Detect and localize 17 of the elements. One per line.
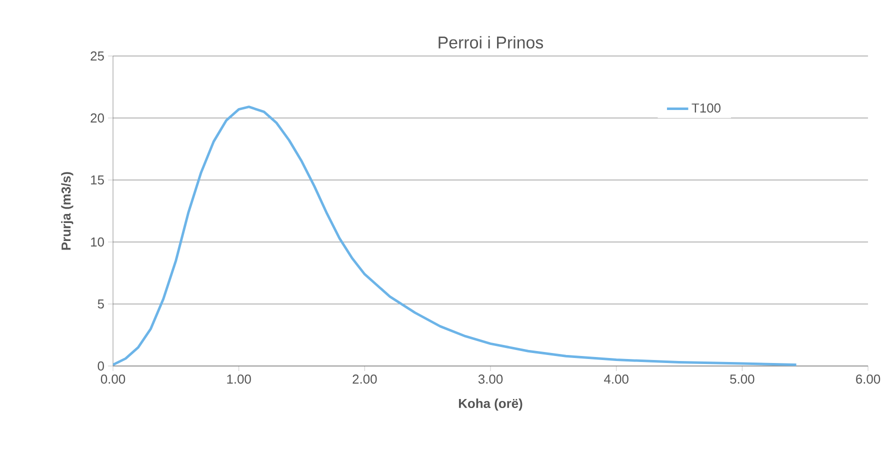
x-tick-label: 5.00 (730, 374, 754, 384)
y-tick-label: 20 (90, 113, 104, 123)
x-tick-label: 1.00 (227, 374, 251, 384)
x-tick-label: 0.00 (100, 374, 126, 384)
y-tick-label: 15 (91, 175, 104, 185)
x-tick-label: 2.00 (352, 374, 377, 384)
y-tick-label: 10 (91, 237, 104, 247)
chart-title: Perroi i Prinos (438, 36, 544, 49)
y-tick-label: 5 (98, 299, 104, 309)
x-tick-label: 3.00 (478, 374, 503, 384)
y-tick-label: 0 (98, 361, 104, 371)
legend-label: T100 (692, 103, 720, 113)
x-tick-label: 4.00 (604, 374, 628, 384)
x-axis-title: Koha (orë) (458, 398, 522, 411)
y-tick-label: 25 (90, 51, 104, 61)
x-tick-label: 6.00 (856, 374, 880, 384)
y-axis-title: Prurja (m3/s) (61, 172, 74, 250)
